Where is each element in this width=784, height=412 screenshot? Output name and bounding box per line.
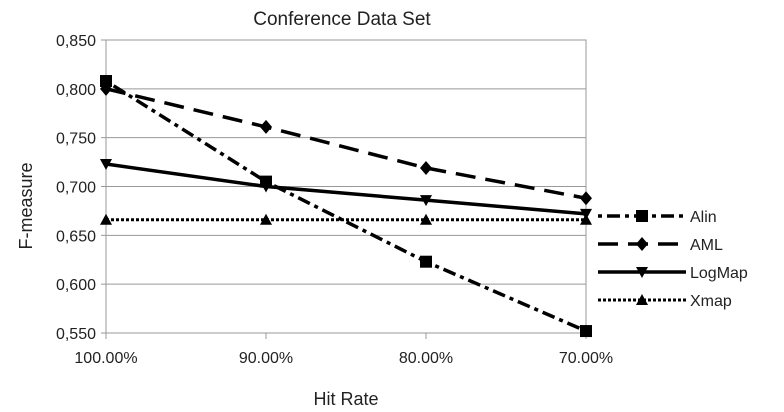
legend-label-xmap: Xmap — [690, 293, 732, 310]
x-axis-ticks: 100.00% 90.00% 80.00% 70.00% — [74, 333, 613, 367]
legend-item-alin: Alin — [598, 209, 717, 226]
data-point-xmap — [580, 213, 592, 225]
legend-item-xmap: Xmap — [598, 293, 732, 310]
y-tick-label: 0,650 — [56, 228, 96, 245]
y-tick-label: 0,850 — [56, 33, 96, 50]
legend-marker-logmap — [636, 267, 648, 278]
data-point-xmap — [100, 213, 112, 225]
data-point-logmap — [420, 195, 432, 207]
y-axis-title: F-measure — [16, 162, 36, 249]
x-tick-label: 80.00% — [399, 350, 453, 367]
data-point-alin — [420, 255, 432, 268]
series-line-logmap — [105, 162, 587, 216]
data-point-logmap — [260, 181, 272, 193]
series-layer — [100, 75, 592, 338]
x-tick-label: 100.00% — [74, 350, 137, 367]
series-line-aml — [105, 87, 587, 200]
series-alin — [100, 75, 592, 338]
y-tick-label: 0,750 — [56, 131, 96, 148]
legend-label-aml: AML — [690, 237, 723, 254]
data-point-xmap — [420, 213, 432, 225]
y-tick-label: 0,600 — [56, 277, 96, 294]
y-tick-label: 0,550 — [56, 326, 96, 343]
series-xmap — [100, 213, 592, 225]
legend-item-aml: AML — [598, 237, 723, 254]
data-point-aml — [260, 119, 272, 134]
x-tick-label: 90.00% — [239, 350, 293, 367]
series-logmap — [100, 159, 592, 220]
data-point-aml — [100, 81, 112, 96]
y-axis-ticks: 0,550 0,600 0,650 0,700 0,750 0,800 0,850 — [56, 33, 106, 343]
legend-marker-aml — [636, 237, 648, 251]
legend-marker-alin — [636, 210, 648, 222]
data-point-logmap — [100, 159, 112, 171]
x-tick-label: 70.00% — [559, 350, 613, 367]
y-tick-label: 0,700 — [56, 180, 96, 197]
legend-label-logmap: LogMap — [690, 265, 748, 282]
series-line-alin — [105, 79, 587, 333]
legend-label-alin: Alin — [690, 209, 717, 226]
data-point-alin — [580, 325, 592, 338]
gridlines — [106, 39, 586, 334]
data-point-aml — [420, 160, 432, 175]
data-point-aml — [580, 191, 592, 206]
series-aml — [100, 81, 592, 206]
data-point-xmap — [260, 213, 272, 225]
legend-item-logmap: LogMap — [598, 265, 748, 282]
legend: Alin AML LogMap Xmap — [598, 209, 748, 310]
legend-marker-xmap — [636, 294, 648, 305]
chart-title: Conference Data Set — [253, 9, 431, 30]
data-point-alin — [100, 75, 112, 88]
y-tick-label: 0,800 — [56, 82, 96, 99]
x-axis-title: Hit Rate — [313, 389, 378, 409]
